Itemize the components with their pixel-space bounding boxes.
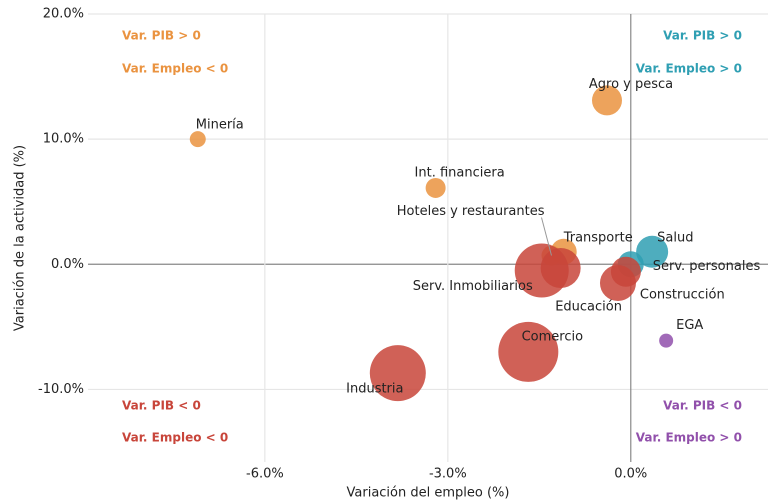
quadrant-annotation: Var. Empleo < 0 [122, 62, 228, 76]
bubble [189, 131, 206, 148]
bubble [636, 235, 669, 268]
point-label: Industria [346, 382, 403, 397]
x-tick-label: 0.0% [614, 467, 647, 482]
quadrant-annotation: Var. Empleo < 0 [122, 431, 228, 445]
point-label: Salud [657, 230, 693, 245]
bubble [540, 248, 581, 289]
leader-line [541, 217, 552, 256]
point-label: Transporte [563, 230, 633, 245]
point-label: Comercio [522, 329, 584, 344]
bubble [659, 333, 674, 348]
bubble [591, 85, 622, 116]
quadrant-annotation: Var. Empleo > 0 [636, 431, 742, 445]
point-label: Construcción [640, 287, 725, 302]
quadrant-annotation: Var. PIB < 0 [122, 399, 201, 413]
y-tick-label: -10.0% [38, 382, 84, 397]
quadrant-annotation: Var. PIB < 0 [663, 399, 742, 413]
point-label: Agro y pesca [589, 77, 673, 92]
quadrant-annotation: Var. Empleo > 0 [636, 62, 742, 76]
point-label: Serv. Inmobiliarios [413, 279, 533, 294]
point-label: Educación [555, 300, 622, 315]
bubble [369, 345, 426, 402]
point-label: Minería [196, 118, 244, 133]
bubble [498, 321, 559, 382]
quadrant-annotation: Var. PIB > 0 [663, 29, 742, 43]
y-tick-label: 20.0% [43, 7, 84, 22]
x-tick-label: -6.0% [246, 467, 284, 482]
point-label: Serv. personales [653, 259, 761, 274]
y-axis-label: Variación de la actividad (%) [13, 145, 28, 331]
bubble [599, 265, 636, 302]
y-tick-label: 10.0% [43, 132, 84, 147]
point-label: Hoteles y restaurantes [397, 204, 545, 219]
x-axis-label: Variación del empleo (%) [347, 486, 510, 501]
x-tick-label: -3.0% [429, 467, 467, 482]
point-label: EGA [676, 318, 703, 333]
point-label: Int. financiera [415, 165, 505, 180]
quadrant-annotation: Var. PIB > 0 [122, 29, 201, 43]
y-tick-label: 0.0% [51, 257, 84, 272]
bubble [425, 177, 446, 198]
